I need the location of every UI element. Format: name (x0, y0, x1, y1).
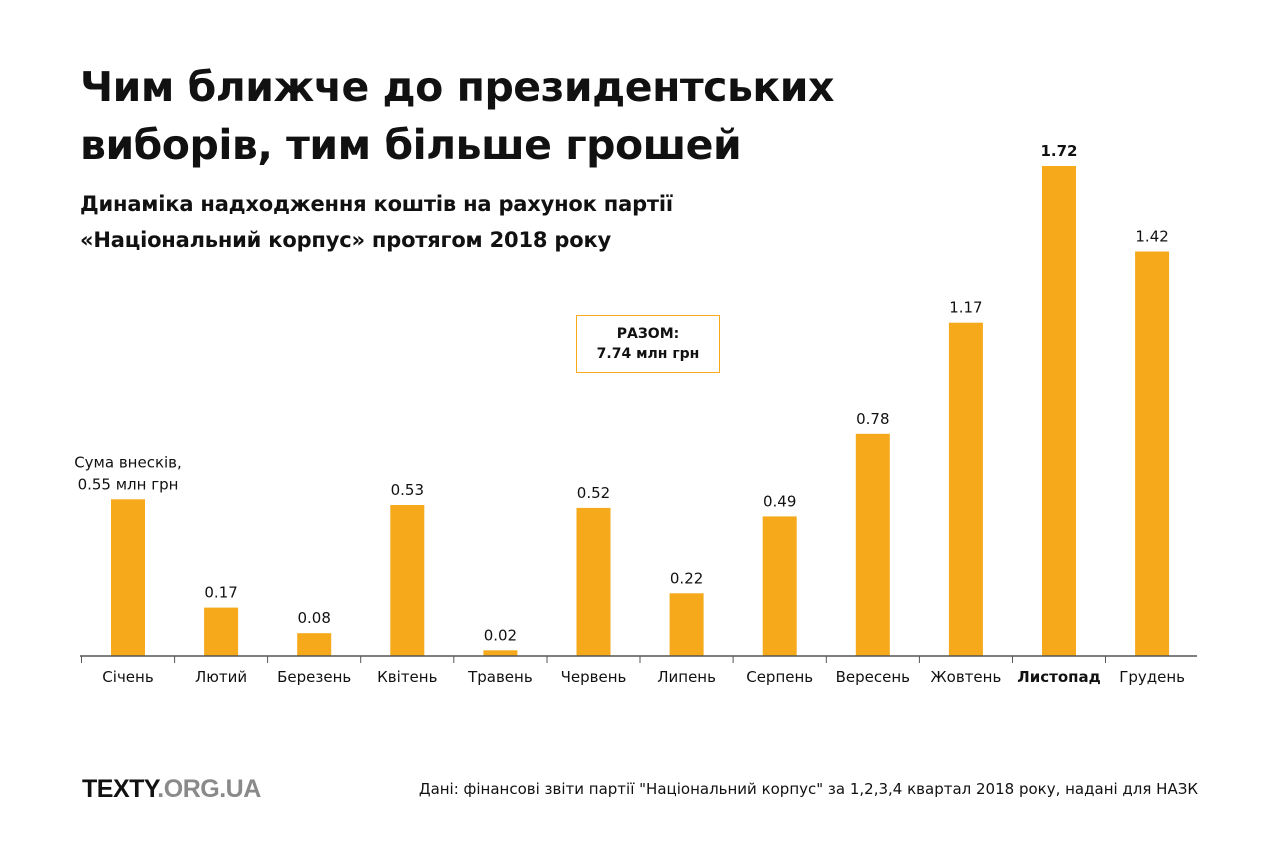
bar-3 (297, 633, 332, 656)
data-label-5: 0.02 (484, 626, 517, 644)
data-label-11: 1.72 (1040, 142, 1077, 160)
data-label-7: 0.22 (670, 569, 703, 587)
category-label-8: Серпень (746, 668, 813, 686)
chart-subtitle-line-2: «Національний корпус» протягом 2018 року (80, 228, 611, 252)
bar-7 (669, 593, 704, 656)
data-label-1-line-1: Сума внесків, (74, 453, 182, 471)
chart-title-line-2: виборів, тим більше грошей (80, 121, 742, 169)
chart-title: Чим ближче до президентських виборів, ти… (80, 58, 900, 174)
bar-11 (1042, 166, 1076, 656)
total-box: РАЗОМ: 7.74 млн грн (576, 315, 720, 373)
chart-subtitle-line-1: Динаміка надходження коштів на рахунок п… (80, 192, 673, 216)
total-value: 7.74 млн грн (596, 346, 700, 362)
category-label-12: Грудень (1119, 668, 1185, 686)
bar-4 (390, 505, 425, 656)
data-label-1-line-2: 0.55 млн грн (78, 475, 179, 493)
category-label-9: Вересень (836, 668, 910, 686)
bar-1 (111, 499, 145, 656)
category-label-10: Жовтень (931, 668, 1002, 686)
category-label-4: Квітень (377, 668, 437, 686)
bar-9 (855, 433, 890, 656)
bar-6 (576, 507, 611, 656)
bar-12 (1135, 251, 1170, 656)
logo-part-2: .ORG.UA (157, 775, 261, 803)
category-label-5: Травень (467, 668, 533, 686)
bar-5 (483, 650, 518, 656)
category-label-11: Листопад (1017, 668, 1100, 686)
bar-2 (204, 607, 239, 656)
source-note: Дані: фінансові звіти партії "Національн… (418, 780, 1198, 798)
data-label-6: 0.52 (577, 484, 610, 502)
category-label-1: Січень (102, 668, 153, 686)
chart-subtitle: Динаміка надходження коштів на рахунок п… (80, 186, 673, 258)
total-label: РАЗОМ: (616, 326, 680, 342)
category-label-3: Березень (277, 668, 351, 686)
texty-logo: TEXTY.ORG.UA (82, 775, 261, 804)
data-label-10: 1.17 (949, 299, 982, 317)
data-label-12: 1.42 (1135, 228, 1168, 246)
data-label-9: 0.78 (856, 410, 889, 428)
data-label-8: 0.49 (763, 492, 796, 510)
data-label-3: 0.08 (297, 609, 330, 627)
logo-part-1: TEXTY (82, 775, 158, 803)
bar-8 (762, 516, 797, 656)
data-label-2: 0.17 (204, 584, 237, 602)
chart-title-line-1: Чим ближче до президентських (80, 63, 834, 111)
bar-10 (948, 322, 983, 656)
data-label-4: 0.53 (391, 481, 424, 499)
category-label-6: Червень (561, 668, 627, 686)
category-label-2: Лютий (195, 668, 247, 686)
category-label-7: Липень (657, 668, 716, 686)
